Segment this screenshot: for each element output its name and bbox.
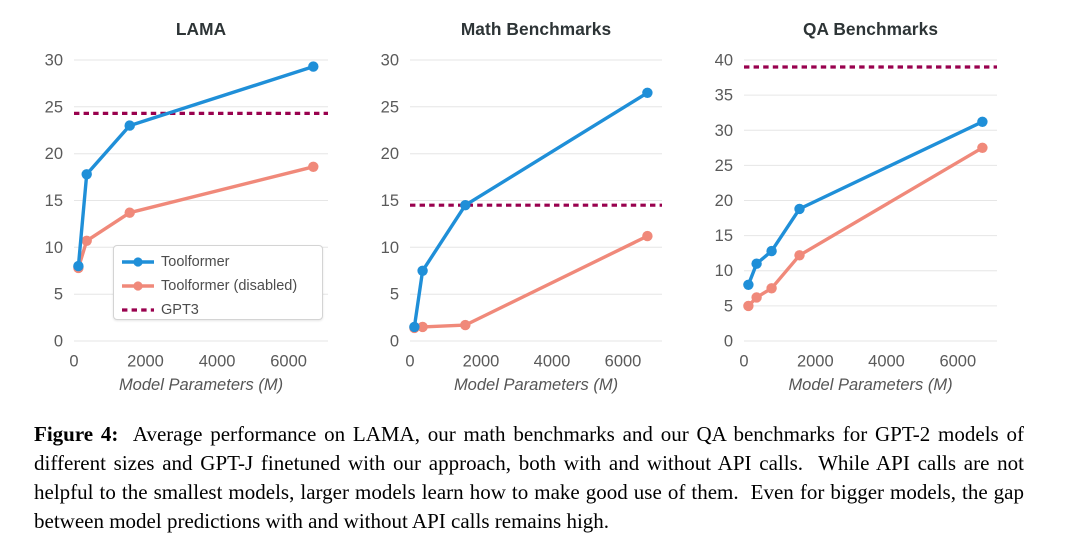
svg-text:5: 5 xyxy=(390,286,399,304)
svg-text:6000: 6000 xyxy=(605,353,642,371)
svg-text:25: 25 xyxy=(45,98,63,116)
svg-text:0: 0 xyxy=(724,333,733,351)
svg-text:10: 10 xyxy=(45,239,63,257)
svg-text:0: 0 xyxy=(390,333,399,351)
svg-text:0: 0 xyxy=(54,333,63,351)
svg-text:0: 0 xyxy=(405,353,414,371)
svg-text:15: 15 xyxy=(45,192,63,210)
svg-text:40: 40 xyxy=(715,52,733,70)
svg-text:5: 5 xyxy=(54,286,63,304)
svg-text:15: 15 xyxy=(381,192,399,210)
svg-text:30: 30 xyxy=(715,122,733,140)
svg-text:35: 35 xyxy=(715,87,733,105)
svg-text:6000: 6000 xyxy=(270,353,307,371)
svg-text:10: 10 xyxy=(715,262,733,280)
svg-text:2000: 2000 xyxy=(463,353,500,371)
svg-text:10: 10 xyxy=(381,239,399,257)
svg-text:5: 5 xyxy=(724,297,733,315)
svg-text:4000: 4000 xyxy=(868,353,905,371)
svg-text:15: 15 xyxy=(715,227,733,245)
svg-text:20: 20 xyxy=(381,145,399,163)
svg-text:4000: 4000 xyxy=(534,353,571,371)
svg-text:2000: 2000 xyxy=(797,353,834,371)
svg-text:25: 25 xyxy=(715,157,733,175)
svg-text:0: 0 xyxy=(739,353,748,371)
svg-text:30: 30 xyxy=(381,52,399,70)
svg-text:30: 30 xyxy=(45,52,63,70)
svg-text:2000: 2000 xyxy=(127,353,164,371)
svg-text:6000: 6000 xyxy=(939,353,976,371)
svg-text:25: 25 xyxy=(381,98,399,116)
svg-text:20: 20 xyxy=(715,192,733,210)
svg-text:0: 0 xyxy=(69,353,78,371)
svg-text:20: 20 xyxy=(45,145,63,163)
svg-text:4000: 4000 xyxy=(199,353,236,371)
